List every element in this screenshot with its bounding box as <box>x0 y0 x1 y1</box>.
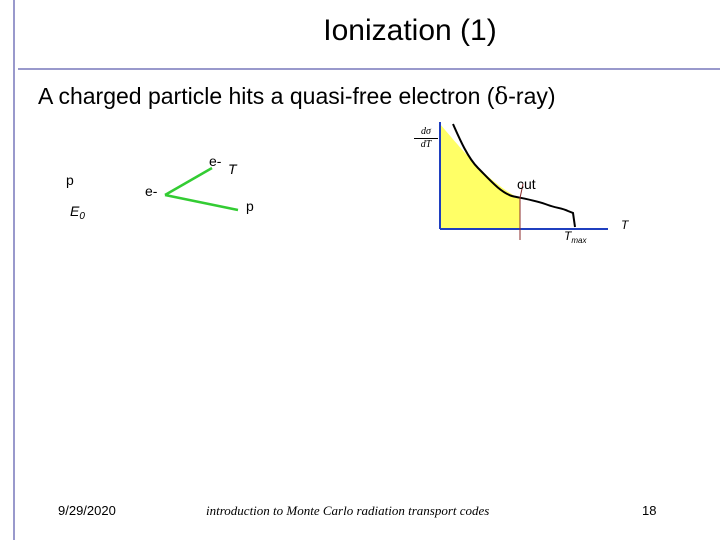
y-label-denominator: dT <box>420 139 432 150</box>
label-cut: cut <box>517 176 536 192</box>
title-rule <box>18 68 720 70</box>
energy-symbol: E <box>70 203 80 219</box>
label-outgoing-electron: e- <box>209 153 222 169</box>
subtitle-suffix: -ray) <box>508 83 556 109</box>
incoming-particle-arrow <box>164 166 213 197</box>
footer-title: introduction to Monte Carlo radiation tr… <box>206 503 490 518</box>
slide-subtitle: A charged particle hits a quasi-free ele… <box>38 83 556 110</box>
label-incoming-p: p <box>66 172 74 188</box>
cut-label-leader <box>519 183 524 199</box>
label-energy-e0: E0 <box>70 203 85 222</box>
label-target-electron: e- <box>145 183 158 199</box>
tmax-symbol: T <box>564 229 572 243</box>
slide-title: Ionization (1) <box>323 14 497 47</box>
cross-section-area <box>440 124 520 229</box>
label-outgoing-p: p <box>246 198 254 214</box>
footer-date: 9/29/2020 <box>58 503 116 518</box>
y-label-numerator: dσ <box>414 126 438 139</box>
label-electron-energy-t: T <box>228 161 237 177</box>
label-tmax: Tmax <box>564 229 587 245</box>
page-number: 18 <box>642 503 657 518</box>
tmax-subscript: max <box>571 236 587 245</box>
cross-section-curve <box>452 123 576 228</box>
label-x-axis-t: T <box>621 218 629 232</box>
delta-symbol: δ <box>494 84 509 110</box>
energy-subscript: 0 <box>79 211 85 222</box>
y-axis-label: dσ dT <box>414 126 438 150</box>
scattered-particle-arrow <box>164 193 239 212</box>
subtitle-prefix: A charged particle hits a quasi-free ele… <box>38 83 495 109</box>
left-accent-bar <box>13 0 15 540</box>
